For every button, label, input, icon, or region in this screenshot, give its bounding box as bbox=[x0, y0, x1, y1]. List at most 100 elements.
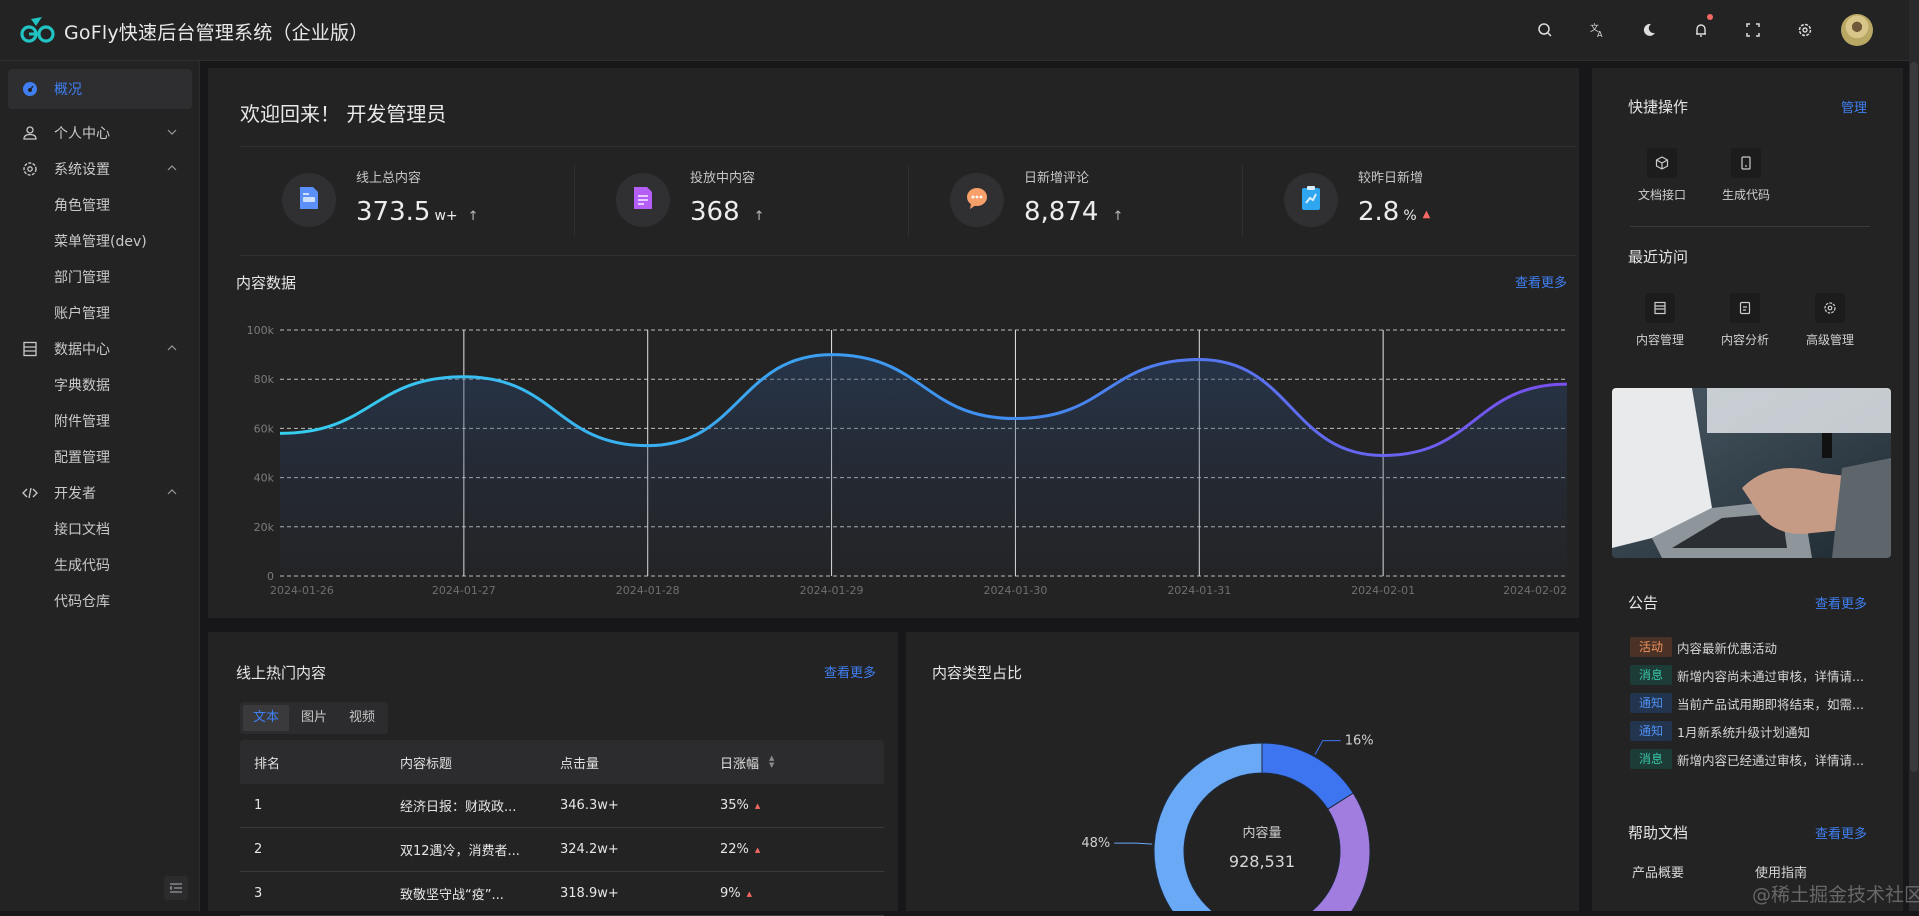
column-daily-change[interactable]: 日涨幅 ▲▼ bbox=[720, 753, 884, 772]
cube-icon bbox=[1655, 156, 1669, 170]
x-tick-label: 2024-02-02 bbox=[1503, 584, 1567, 597]
cell-clicks: 318.9w+ bbox=[560, 886, 720, 901]
recent-content-analysis[interactable]: 内容分析 bbox=[1705, 293, 1785, 348]
y-tick-label: 60k bbox=[254, 422, 275, 435]
table-header: 排名 内容标题 点击量 日涨幅 ▲▼ bbox=[240, 740, 884, 784]
page-scrollbar[interactable] bbox=[1909, 0, 1919, 911]
settings-button[interactable] bbox=[1789, 14, 1821, 46]
sidebar-item-label: 系统设置 bbox=[54, 159, 110, 179]
x-tick-label: 2024-01-26 bbox=[270, 584, 334, 597]
help-item-user-guide[interactable]: 使用指南 bbox=[1755, 862, 1807, 881]
tab-image[interactable]: 图片 bbox=[291, 705, 337, 731]
hot-content-more-link[interactable]: 查看更多 bbox=[824, 662, 876, 681]
sidebar-item-label: 个人中心 bbox=[54, 123, 110, 143]
quick-action-generate-code[interactable]: 生成代码 bbox=[1706, 148, 1786, 203]
recent-item-label: 内容分析 bbox=[1705, 331, 1785, 348]
cell-change: 9% bbox=[720, 886, 741, 901]
gear-icon bbox=[1823, 301, 1837, 315]
sidebar-item[interactable]: 系统设置 bbox=[8, 149, 192, 189]
sidebar-item-label: 角色管理 bbox=[54, 195, 110, 215]
sidebar-item-label: 配置管理 bbox=[54, 447, 110, 467]
sidebar-item[interactable]: 概况 bbox=[8, 69, 192, 109]
sidebar-item-label: 数据中心 bbox=[54, 339, 110, 359]
search-button[interactable] bbox=[1529, 14, 1561, 46]
help-item-product-overview[interactable]: 产品概要 bbox=[1632, 862, 1684, 881]
cell-clicks: 324.2w+ bbox=[560, 842, 720, 857]
quick-actions-manage-link[interactable]: 管理 bbox=[1841, 97, 1867, 116]
sidebar-item[interactable]: 开发者 bbox=[8, 473, 192, 513]
notices-more-link[interactable]: 查看更多 bbox=[1815, 593, 1867, 612]
hot-content-card: 线上热门内容 查看更多 文本 图片 视频 排名 内容标题 点击量 日涨幅 ▲▼ … bbox=[208, 632, 898, 911]
user-avatar[interactable] bbox=[1841, 14, 1873, 46]
sidebar-item-label: 接口文档 bbox=[54, 519, 110, 539]
cell-title[interactable]: 致敬坚守战“疫”... bbox=[400, 884, 560, 903]
notification-button[interactable] bbox=[1685, 14, 1717, 46]
sidebar-item-label: 代码仓库 bbox=[54, 591, 110, 611]
notice-tag: 通知 bbox=[1630, 721, 1672, 741]
sidebar-item-label: 部门管理 bbox=[54, 267, 110, 287]
recent-advanced-management[interactable]: 高级管理 bbox=[1790, 293, 1870, 348]
notice-item[interactable]: 消息新增内容已经通过审核，详情请... bbox=[1630, 748, 1880, 770]
sidebar-item-label: 附件管理 bbox=[54, 411, 110, 431]
column-daily-change-label: 日涨幅 bbox=[720, 753, 759, 772]
sidebar-item[interactable]: 数据中心 bbox=[8, 329, 192, 369]
gear-icon bbox=[1797, 22, 1813, 38]
sidebar-item[interactable]: 菜单管理(dev) bbox=[8, 221, 192, 261]
notice-item[interactable]: 通知当前产品试用期即将结束，如需... bbox=[1630, 692, 1880, 714]
column-rank: 排名 bbox=[240, 753, 400, 772]
file-icon bbox=[1738, 301, 1752, 315]
sidebar: 概况个人中心系统设置角色管理菜单管理(dev) 部门管理账户管理数据中心字典数据附… bbox=[0, 61, 200, 911]
sidebar-item[interactable]: 角色管理 bbox=[8, 185, 192, 225]
banner-image bbox=[1612, 388, 1891, 558]
sidebar-item[interactable]: 接口文档 bbox=[8, 509, 192, 549]
sidebar-item[interactable]: 生成代码 bbox=[8, 545, 192, 585]
quick-action-label: 生成代码 bbox=[1706, 186, 1786, 203]
notice-item[interactable]: 消息新增内容尚未通过审核，详情请... bbox=[1630, 664, 1880, 686]
cell-title[interactable]: 经济日报：财政政... bbox=[400, 796, 560, 815]
sidebar-item[interactable]: 个人中心 bbox=[8, 113, 192, 153]
sidebar-item-label: 账户管理 bbox=[54, 303, 110, 323]
fullscreen-button[interactable] bbox=[1737, 14, 1769, 46]
sidebar-item[interactable]: 字典数据 bbox=[8, 365, 192, 405]
dashboard-icon bbox=[22, 81, 38, 97]
sidebar-item[interactable]: 配置管理 bbox=[8, 437, 192, 477]
tab-text[interactable]: 文本 bbox=[243, 705, 289, 731]
chevron-up-icon bbox=[166, 342, 178, 354]
sidebar-item[interactable]: 账户管理 bbox=[8, 293, 192, 333]
y-tick-label: 100k bbox=[247, 324, 275, 337]
sidebar-item[interactable]: 代码仓库 bbox=[8, 581, 192, 621]
table-row[interactable]: 2 双12遇冷，消费者... 324.2w+ 22%▲ bbox=[240, 828, 884, 872]
cell-title[interactable]: 双12遇冷，消费者... bbox=[400, 840, 560, 859]
scrollbar-thumb[interactable] bbox=[1910, 62, 1918, 772]
x-tick-label: 2024-01-31 bbox=[1167, 584, 1231, 597]
cell-rank: 2 bbox=[240, 842, 400, 857]
gear-icon bbox=[22, 161, 38, 177]
slice-label: 48% bbox=[1081, 836, 1110, 851]
x-tick-label: 2024-01-27 bbox=[432, 584, 496, 597]
collapse-sidebar-button[interactable] bbox=[164, 876, 188, 900]
sidebar-item[interactable]: 部门管理 bbox=[8, 257, 192, 297]
app-title: GoFly快速后台管理系统（企业版） bbox=[64, 18, 368, 45]
recent-item-label: 高级管理 bbox=[1790, 331, 1870, 348]
notice-item[interactable]: 活动内容最新优惠活动 bbox=[1630, 636, 1880, 658]
help-docs-title: 帮助文档 bbox=[1628, 822, 1688, 843]
y-tick-label: 20k bbox=[254, 521, 275, 534]
tab-video[interactable]: 视频 bbox=[339, 705, 385, 731]
help-docs-more-link[interactable]: 查看更多 bbox=[1815, 823, 1867, 842]
y-tick-label: 0 bbox=[267, 570, 274, 583]
recent-content-management[interactable]: 内容管理 bbox=[1620, 293, 1700, 348]
code-icon bbox=[22, 485, 38, 501]
table-row[interactable]: 1 经济日报：财政政... 346.3w+ 35%▲ bbox=[240, 784, 884, 828]
quick-action-doc-api[interactable]: 文档接口 bbox=[1622, 148, 1702, 203]
x-tick-label: 2024-01-29 bbox=[800, 584, 864, 597]
list-icon bbox=[1653, 301, 1667, 315]
sidebar-item[interactable]: 附件管理 bbox=[8, 401, 192, 441]
sort-icon[interactable]: ▲▼ bbox=[769, 755, 774, 769]
theme-toggle-button[interactable] bbox=[1633, 14, 1665, 46]
chevron-up-icon bbox=[166, 486, 178, 498]
table-row[interactable]: 3 致敬坚守战“疫”... 318.9w+ 9%▲ bbox=[240, 872, 884, 916]
